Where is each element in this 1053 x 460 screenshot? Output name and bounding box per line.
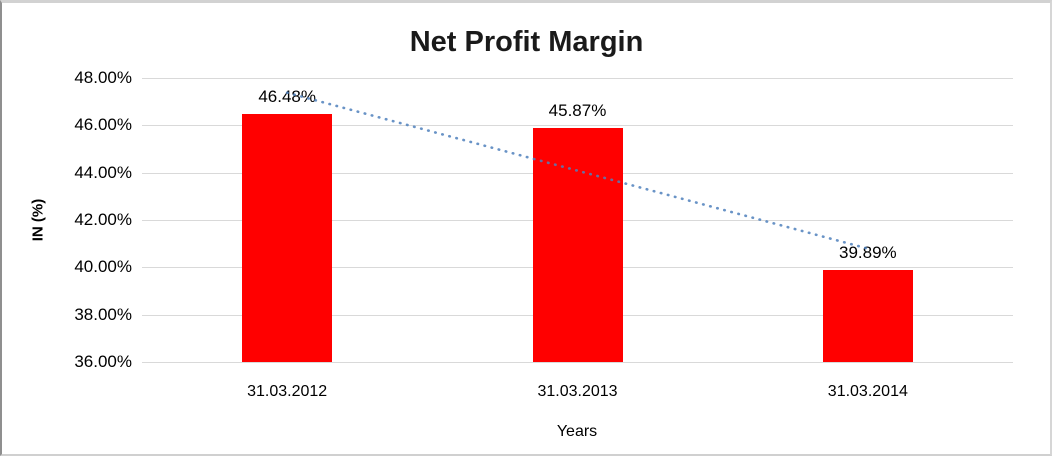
trendline: [285, 91, 870, 250]
bar-value-label: 39.89%: [838, 242, 897, 262]
bar[interactable]: [532, 128, 623, 362]
x-tick-label: 31.03.2014: [827, 383, 908, 400]
x-tick-label: 31.03.2013: [537, 383, 618, 400]
plot-area: [142, 78, 1013, 363]
x-axis-title: Years: [556, 423, 598, 440]
y-tick-label: 48.00%: [74, 68, 132, 87]
bar[interactable]: [822, 269, 913, 362]
bar-value-label: 45.87%: [548, 101, 607, 121]
y-tick-label: 40.00%: [74, 257, 132, 277]
gridline: [142, 362, 1013, 363]
gridline: [142, 125, 1013, 127]
gridline: [142, 78, 1013, 79]
bar[interactable]: [242, 113, 333, 362]
y-tick-label: 42.00%: [74, 210, 132, 229]
y-tick-label: 46.00%: [74, 115, 132, 135]
y-tick-label: 36.00%: [74, 352, 132, 371]
bar-value-label: 46.48%: [258, 86, 316, 106]
y-tick-label: 38.00%: [74, 304, 132, 324]
y-tick-label: 44.00%: [74, 162, 132, 182]
x-tick-label: 31.03.2012: [247, 383, 328, 400]
chart-title: Net Profit Margin: [409, 26, 644, 58]
